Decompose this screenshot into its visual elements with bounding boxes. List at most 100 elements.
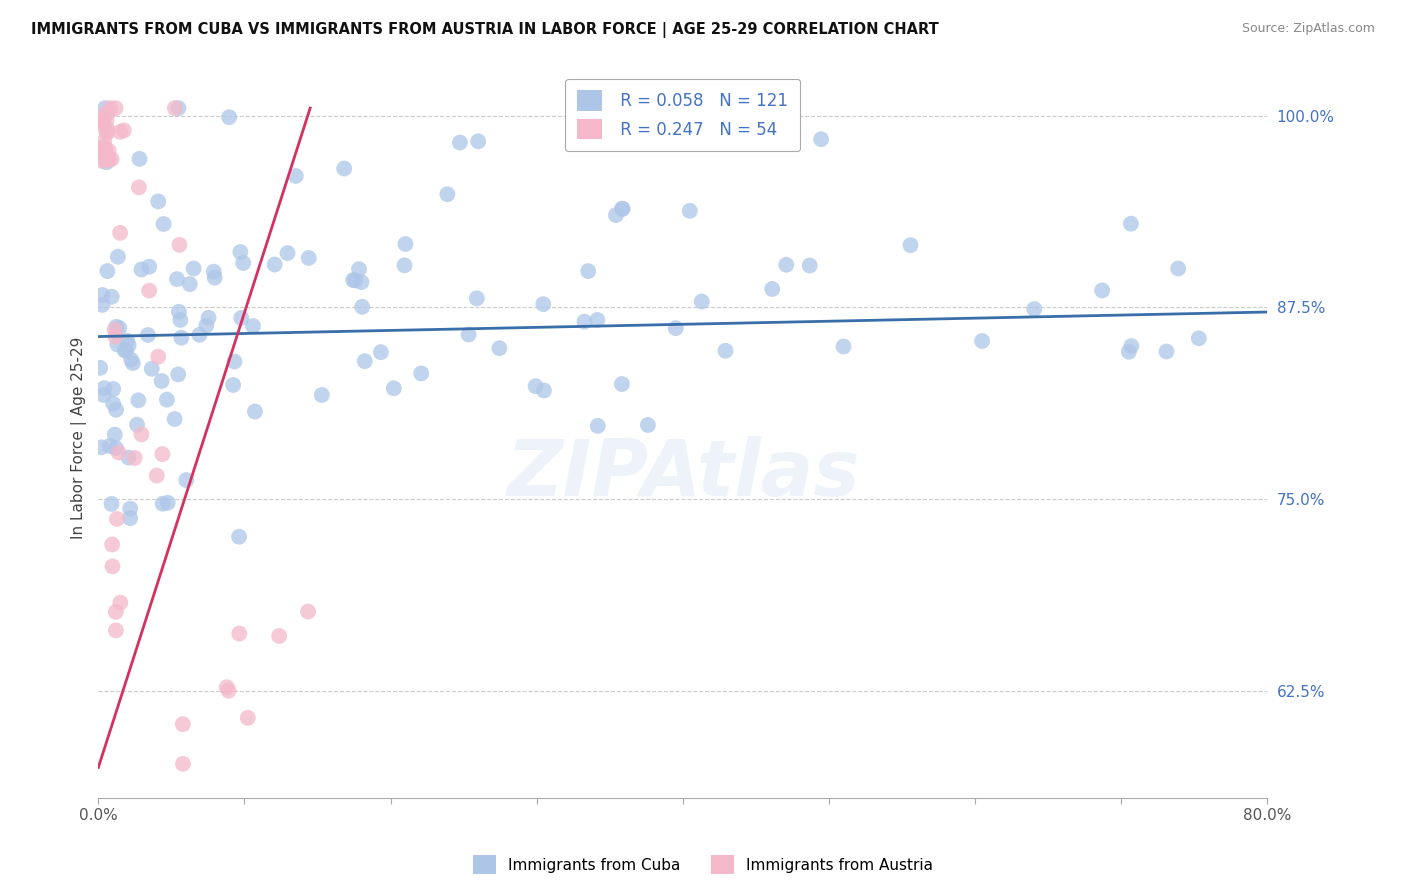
Point — [179, 277, 201, 291]
Point — [222, 378, 245, 392]
Point — [94, 101, 117, 115]
Point — [170, 331, 193, 345]
Point — [342, 273, 364, 287]
Point — [610, 377, 633, 392]
Point — [370, 345, 392, 359]
Point — [100, 497, 122, 511]
Point — [1024, 301, 1046, 316]
Point — [97, 144, 120, 158]
Point — [167, 305, 190, 319]
Point — [333, 161, 356, 176]
Point — [101, 559, 124, 574]
Point — [120, 501, 142, 516]
Point — [394, 258, 416, 272]
Point — [228, 530, 250, 544]
Point — [103, 382, 125, 396]
Point — [96, 114, 118, 128]
Point — [352, 300, 374, 314]
Point — [91, 288, 114, 302]
Point — [610, 202, 633, 216]
Point — [172, 717, 194, 731]
Point — [96, 153, 118, 167]
Point — [1167, 261, 1189, 276]
Point — [117, 334, 139, 348]
Point — [96, 124, 118, 138]
Point — [112, 123, 135, 137]
Point — [89, 142, 111, 156]
Point — [108, 321, 131, 335]
Point — [146, 468, 169, 483]
Point — [524, 379, 547, 393]
Point — [1121, 339, 1143, 353]
Point — [350, 275, 373, 289]
Point — [115, 343, 138, 358]
Point — [98, 101, 121, 115]
Point — [276, 246, 298, 260]
Point — [104, 427, 127, 442]
Point — [229, 245, 252, 260]
Point — [586, 313, 609, 327]
Point — [344, 273, 367, 287]
Point — [107, 445, 129, 459]
Point — [202, 265, 225, 279]
Point — [124, 450, 146, 465]
Point — [156, 392, 179, 407]
Point — [690, 294, 713, 309]
Point — [93, 147, 115, 161]
Point — [488, 341, 510, 355]
Point — [284, 169, 307, 183]
Point — [243, 404, 266, 418]
Legend: Immigrants from Cuba, Immigrants from Austria: Immigrants from Cuba, Immigrants from Au… — [467, 849, 939, 880]
Point — [98, 439, 121, 453]
Point — [104, 329, 127, 343]
Point — [297, 605, 319, 619]
Point — [90, 440, 112, 454]
Point — [900, 238, 922, 252]
Point — [128, 180, 150, 194]
Point — [89, 114, 111, 128]
Point — [218, 110, 240, 124]
Point — [347, 262, 370, 277]
Point — [117, 338, 139, 352]
Point — [576, 264, 599, 278]
Point — [174, 473, 197, 487]
Point — [148, 350, 170, 364]
Point — [353, 354, 375, 368]
Point — [197, 310, 219, 325]
Y-axis label: In Labor Force | Age 25-29: In Labor Force | Age 25-29 — [72, 336, 87, 539]
Point — [411, 367, 433, 381]
Point — [449, 136, 471, 150]
Point — [163, 101, 186, 115]
Point — [138, 260, 160, 274]
Point — [152, 217, 174, 231]
Point — [465, 291, 488, 305]
Point — [269, 629, 291, 643]
Point — [236, 711, 259, 725]
Point — [93, 118, 115, 132]
Point — [101, 537, 124, 551]
Point — [167, 101, 190, 115]
Point — [457, 327, 479, 342]
Point — [97, 153, 120, 167]
Point — [531, 297, 554, 311]
Point — [105, 402, 128, 417]
Point — [94, 151, 117, 165]
Point — [679, 203, 702, 218]
Point — [105, 512, 128, 526]
Point — [167, 368, 190, 382]
Text: ZIPAtlas: ZIPAtlas — [506, 436, 859, 512]
Point — [761, 282, 783, 296]
Point — [100, 152, 122, 166]
Point — [148, 194, 170, 209]
Point — [972, 334, 994, 348]
Point — [96, 264, 118, 278]
Point — [714, 343, 737, 358]
Point — [97, 105, 120, 120]
Point — [96, 126, 118, 140]
Point — [89, 360, 111, 375]
Point — [107, 250, 129, 264]
Point — [100, 290, 122, 304]
Point — [110, 125, 132, 139]
Legend:  R = 0.058   N = 121,  R = 0.247   N = 54: R = 0.058 N = 121, R = 0.247 N = 54 — [565, 78, 800, 151]
Point — [224, 354, 246, 368]
